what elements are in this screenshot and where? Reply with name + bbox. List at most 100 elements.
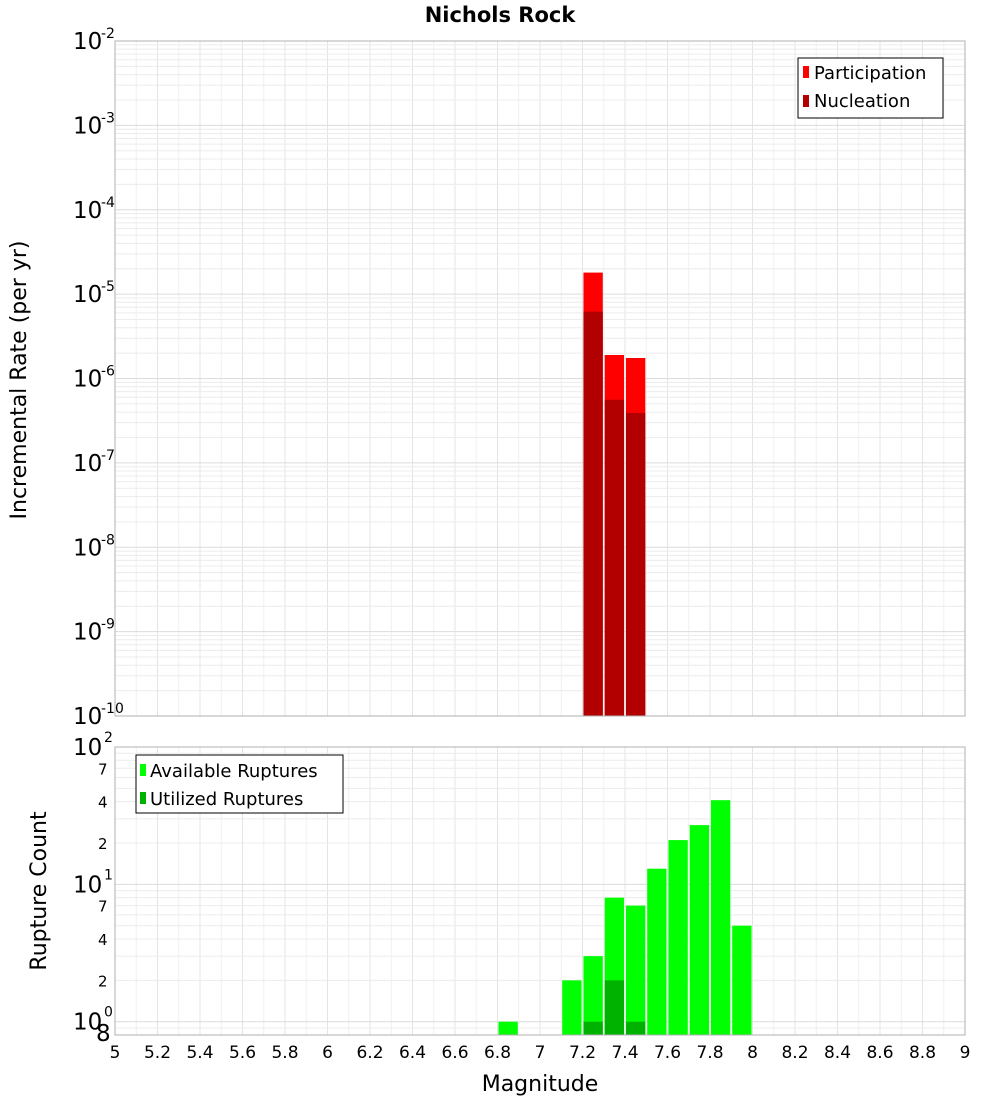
legend-utilized-label: Utilized Ruptures	[150, 789, 303, 810]
available-ruptures-bar	[689, 825, 710, 1035]
top-y-tick-base: 10	[73, 29, 102, 55]
top-y-tick-base: 10	[73, 451, 102, 477]
bottom-y-minor-tick: 4	[98, 931, 108, 949]
x-tick-label: 5.6	[229, 1043, 256, 1063]
chart-title: Nichols Rock	[425, 3, 577, 27]
top-y-tick: 10-8	[73, 532, 115, 561]
top-y-tick-base: 10	[73, 113, 102, 139]
legend-nucleation-label: Nucleation	[814, 91, 910, 112]
bottom-y-minor-tick: 2	[98, 835, 108, 853]
top-y-tick-exponent: -5	[101, 279, 115, 295]
top-y-tick-exponent: -6	[101, 364, 115, 380]
nucleation-bar	[583, 311, 603, 716]
x-tick-label: 5.8	[271, 1043, 298, 1063]
top-legend-box	[797, 57, 944, 119]
bottom-y-tick: 10 2	[73, 730, 113, 761]
x-tick-label: 8.6	[866, 1043, 893, 1063]
x-tick-label: 6.6	[441, 1043, 468, 1063]
top-y-tick-exponent: -2	[101, 26, 115, 42]
bottom-y-tick-base: 10	[73, 1010, 102, 1036]
top-y-tick: 10-4	[73, 195, 115, 224]
bottom-legend-box	[135, 754, 344, 814]
x-axis-title: Magnitude	[482, 1072, 599, 1097]
x-tick-label: 7	[535, 1043, 546, 1063]
top-y-tick: 10-6	[73, 364, 115, 393]
x-tick-label: 8	[747, 1043, 758, 1063]
utilized-ruptures-bar	[625, 1021, 646, 1035]
top-y-tick-exponent: -9	[101, 617, 115, 633]
bottom-y-tick-exponent: 2	[104, 730, 113, 746]
x-tick-label: 6	[322, 1043, 333, 1063]
x-tick-label: 7.6	[654, 1043, 681, 1063]
available-ruptures-bar	[562, 980, 582, 1035]
bottom-plot-frame	[114, 746, 966, 1036]
legend-utilized-swatch	[140, 792, 146, 804]
x-tick-label: 5.2	[144, 1043, 171, 1063]
top-legend: Participation Nucleation	[797, 57, 944, 119]
available-ruptures-bar	[647, 868, 667, 1035]
bottom-y-axis-title: Rupture Count	[27, 811, 52, 971]
nucleation-bar	[604, 399, 625, 716]
top-y-tick: 10-3	[73, 110, 115, 139]
top-plot-frame	[114, 40, 966, 717]
legend-participation-swatch	[803, 66, 809, 78]
x-tick-label: 6.2	[356, 1043, 383, 1063]
bottom-y-tick-exponent: 0	[104, 1005, 113, 1021]
top-y-tick-base: 10	[73, 282, 102, 308]
top-y-tick: 10-2	[73, 26, 115, 55]
legend-available-label: Available Ruptures	[150, 761, 318, 782]
x-tick-label: 7.4	[611, 1043, 638, 1063]
top-y-tick: 10-5	[73, 279, 115, 308]
available-ruptures-bar	[732, 925, 752, 1035]
bottom-y-minor-tick: 7	[98, 898, 108, 916]
x-tick-label: 8.2	[781, 1043, 808, 1063]
top-y-tick-base: 10	[73, 367, 102, 393]
top-y-tick-base: 10	[73, 198, 102, 224]
x-tick-label: 7.2	[569, 1043, 596, 1063]
bottom-y-minor-tick: 7	[98, 760, 108, 778]
top-y-tick-base: 10	[73, 704, 102, 730]
bottom-y-tick-exponent: 1	[104, 867, 113, 883]
x-tick-label: 5	[110, 1043, 121, 1063]
top-y-tick-exponent: -7	[101, 448, 115, 464]
x-tick-labels: 5 5.2 5.4 5.6 5.8 6 6.2 6.4 6.6 6.8 7 7.2 7.4 7.6 7.8 8…	[110, 1043, 971, 1063]
available-ruptures-bar	[710, 800, 731, 1035]
utilized-ruptures-bar	[604, 980, 625, 1035]
available-ruptures-bar	[498, 1021, 518, 1035]
legend-available-swatch	[140, 764, 146, 776]
bottom-y-minor-tick: 2	[98, 972, 108, 990]
available-ruptures-bar	[668, 840, 688, 1035]
bottom-y-minor-tick: 4	[98, 794, 108, 812]
x-tick-label: 6.8	[484, 1043, 511, 1063]
top-y-tick: 10-7	[73, 448, 115, 477]
top-y-tick: 10-9	[73, 617, 115, 646]
top-plot-grid	[114, 41, 966, 717]
x-tick-label: 6.4	[399, 1043, 426, 1063]
bottom-y-tick: 10 1	[73, 867, 113, 898]
top-plot-bars	[583, 272, 646, 716]
legend-nucleation-swatch	[803, 95, 809, 107]
top-y-tick-base: 10	[73, 620, 102, 646]
bottom-plot-grid	[114, 747, 966, 1036]
bottom-y-tick-base: 10	[73, 735, 102, 761]
top-y-tick-exponent: -10	[101, 701, 124, 717]
available-ruptures-bar	[625, 905, 646, 1035]
bottom-y-tick-base: 10	[73, 872, 102, 898]
top-y-tick-exponent: -8	[101, 532, 115, 548]
x-tick-label: 5.4	[186, 1043, 213, 1063]
bottom-y-tick: 10 0	[73, 1005, 113, 1036]
bottom-y-minor-tick: 8	[96, 1021, 111, 1047]
bottom-plot-bars	[498, 800, 752, 1035]
x-tick-label: 8.8	[909, 1043, 936, 1063]
bottom-legend: Available Ruptures Utilized Ruptures	[135, 754, 344, 814]
nucleation-bar	[625, 413, 646, 716]
top-y-tick: 10-10	[73, 701, 124, 730]
available-ruptures-bar	[583, 956, 603, 1035]
top-y-tick-exponent: -3	[101, 110, 115, 126]
utilized-ruptures-bar	[583, 1021, 603, 1035]
legend-participation-label: Participation	[814, 63, 926, 84]
top-y-tick-exponent: -4	[101, 195, 115, 211]
